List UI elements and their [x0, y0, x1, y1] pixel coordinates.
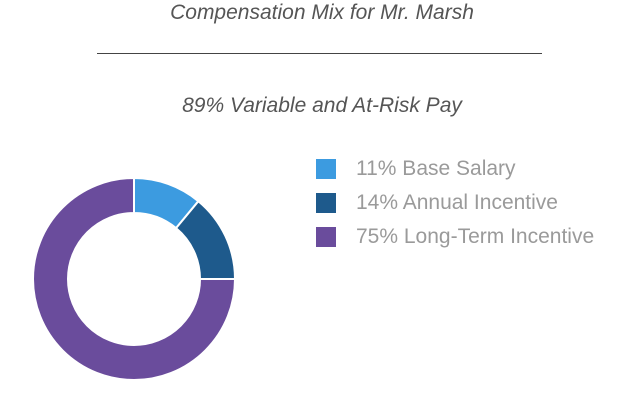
legend-label: 14% Annual Incentive — [356, 191, 558, 214]
chart-subtitle: 89% Variable and At-Risk Pay — [182, 94, 462, 117]
legend-label: 75% Long-Term Incentive — [356, 225, 595, 248]
chart-title: Compensation Mix for Mr. Marsh — [170, 1, 474, 24]
legend-label: 11% Base Salary — [356, 157, 516, 180]
legend-swatch — [316, 227, 336, 247]
legend: 11% Base Salary 14% Annual Incentive 75%… — [316, 157, 595, 260]
legend-item-base-salary: 11% Base Salary — [316, 157, 594, 180]
legend-swatch — [316, 159, 336, 179]
slice-long-term-incentive — [32, 176, 237, 381]
legend-item-long-term-incentive: 75% Long-Term Incentive — [316, 225, 595, 248]
legend-swatch — [316, 193, 336, 213]
legend-item-annual-incentive: 14% Annual Incentive — [316, 191, 594, 214]
title-divider — [97, 53, 542, 54]
